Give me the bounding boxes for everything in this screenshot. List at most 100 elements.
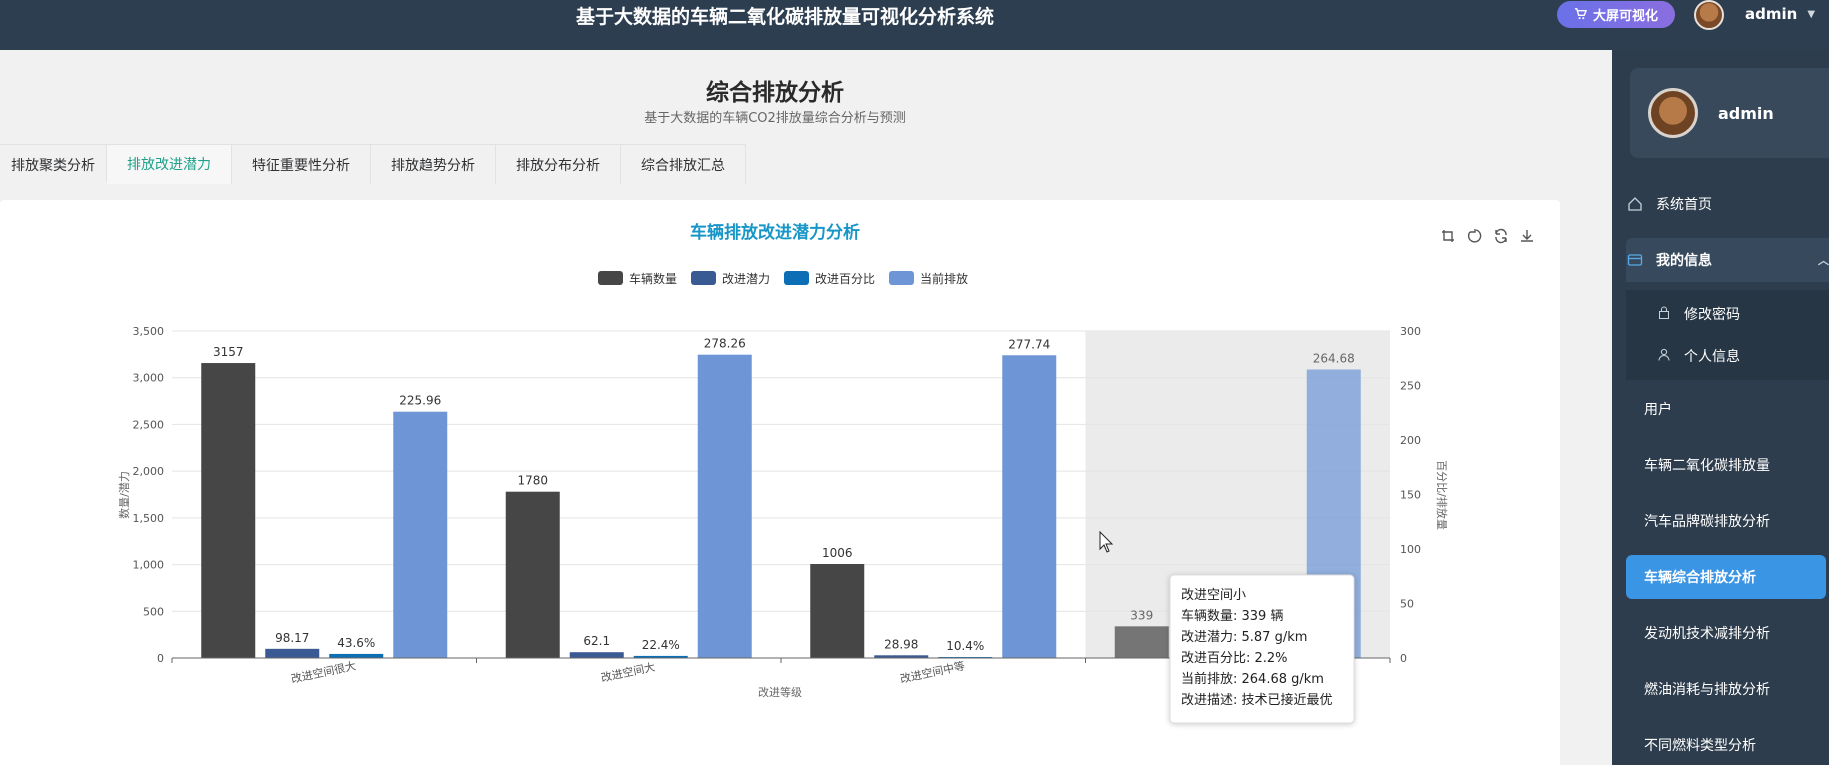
sidebar: admin 系统首页 我的信息 ︿ 修改密码 个人信息 用户 车辆二 [1612,50,1829,765]
legend-swatch [889,271,914,285]
y2-axis-label: 百分比/排放量 [1435,460,1449,530]
sidebar-item-fuel-type[interactable]: 不同燃料类型分析 [1626,723,1826,765]
sidebar-item-label: 系统首页 [1656,197,1712,213]
avatar[interactable] [1694,0,1724,30]
y-tick-label: 2,000 [133,465,165,478]
tab-summary[interactable]: 综合排放汇总 [620,144,746,184]
lock-icon [1658,306,1670,322]
bigscreen-label: 大屏可视化 [1592,8,1658,23]
tab-distribution[interactable]: 排放分布分析 [495,144,621,184]
profile-name: admin [1718,104,1774,123]
user-menu[interactable]: admin ▼ [1745,5,1815,23]
tab-trend[interactable]: 排放趋势分析 [370,144,496,184]
sidebar-item-label: 用户 [1644,402,1672,418]
bar [505,491,560,658]
legend-label: 当前排放 [920,271,968,286]
x-tick-label: 改进空间大 [600,660,657,685]
tab-improvement[interactable]: 排放改进潜力 [106,144,232,184]
tooltip-line: 改进潜力: 5.87 g/km [1181,630,1307,645]
chart-title: 车辆排放改进潜力分析 [690,222,860,243]
sidebar-item-home[interactable]: 系统首页 [1626,182,1826,226]
tab-feature-importance[interactable]: 特征重要性分析 [231,144,371,184]
data-label: 10.4% [946,639,984,653]
data-label: 264.68 [1313,351,1355,365]
user-icon [1658,348,1670,364]
sidebar-item-personal-info[interactable]: 个人信息 [1658,338,1740,374]
sidebar-item-engine-tech[interactable]: 发动机技术减排分析 [1626,611,1826,655]
username: admin [1745,5,1798,23]
sidebar-item-label: 我的信息 [1656,253,1712,269]
download-icon[interactable] [1521,230,1533,242]
data-label: 98.17 [275,631,309,645]
bar [633,655,688,658]
chevron-down-icon: ▼ [1807,8,1816,20]
sidebar-item-label: 修改密码 [1684,307,1740,323]
y-tick-label: 1,500 [133,512,165,525]
data-label: 1006 [822,546,853,560]
avatar [1648,88,1698,138]
sidebar-item-label: 汽车品牌碳排放分析 [1644,514,1770,530]
bar [874,655,929,658]
y2-tick-label: 200 [1400,434,1421,447]
download-icon-path [1521,230,1533,242]
tooltip-line: 车辆数量: 339 辆 [1181,608,1283,624]
top-header: 基于大数据的车辆二氧化碳排放量可视化分析系统 大屏可视化 admin ▼ [0,0,1829,50]
bigscreen-button[interactable]: 大屏可视化 [1557,1,1675,28]
data-label: 339 [1130,608,1153,622]
legend-swatch [691,271,716,285]
sidebar-item-label: 个人信息 [1684,349,1740,365]
bar [810,564,865,658]
y2-tick-label: 300 [1400,325,1421,338]
sidebar-item-label: 不同燃料类型分析 [1644,738,1756,754]
bar [393,411,448,658]
chevron-up-icon: ︿ [1818,254,1829,267]
x-tick-label: 改进空间很大 [290,658,357,685]
sidebar-submenu: 修改密码 个人信息 [1626,290,1829,380]
improvement-chart: 3157 98.17 43.6% 225.96 1780 62.1 22.4% 278.26 1… [117,222,1533,724]
y2-tick-label: 100 [1400,543,1421,556]
legend-label: 改进潜力 [722,272,770,286]
sidebar-item-fuel-consumption[interactable]: 燃油消耗与排放分析 [1626,667,1826,711]
legend-label: 车辆数量 [629,271,677,286]
chart-labels: 3157 98.17 43.6% 225.96 1780 62.1 22.4% 278.26 1… [213,337,1355,653]
bar [1114,626,1169,658]
sidebar-item-change-password[interactable]: 修改密码 [1658,296,1740,332]
data-label: 43.6% [337,636,375,650]
tooltip-line: 改进空间小 [1181,588,1246,603]
refresh-icon[interactable] [1495,228,1507,244]
sidebar-item-users[interactable]: 用户 [1626,387,1826,431]
legend-swatch [784,271,809,285]
zoom-reset-icon-path [1467,229,1482,243]
zoom-icon[interactable] [1442,230,1454,242]
tooltip-line: 改进描述: 技术已接近最优 [1181,692,1333,708]
tooltip-line: 改进百分比: 2.2% [1181,651,1288,666]
y2-tick-label: 150 [1400,489,1421,502]
data-label: 1780 [517,474,548,488]
sidebar-profile[interactable]: admin [1630,68,1829,158]
gridlines [172,330,1390,612]
sidebar-item-label: 发动机技术减排分析 [1644,626,1770,642]
data-label: 62.1 [583,634,610,648]
data-label: 277.74 [1008,337,1050,351]
sidebar-item-brand-analysis[interactable]: 汽车品牌碳排放分析 [1626,499,1826,543]
analysis-tabs: 排放聚类分析 排放改进潜力 特征重要性分析 排放趋势分析 排放分布分析 综合排放… [0,144,746,184]
system-title: 基于大数据的车辆二氧化碳排放量可视化分析系统 [575,6,994,28]
y2-tick-label: 0 [1400,652,1407,665]
sidebar-item-co2-emission[interactable]: 车辆二氧化碳排放量 [1626,443,1826,487]
data-label: 278.26 [704,337,746,351]
sidebar-item-label: 车辆二氧化碳排放量 [1644,458,1770,474]
tooltip-line: 当前排放: 264.68 g/km [1181,671,1324,687]
page-title: 综合排放分析 [706,80,844,106]
tab-cluster[interactable]: 排放聚类分析 [0,144,107,184]
sidebar-item-my-info[interactable]: 我的信息 ︿ [1626,238,1829,282]
y-axis-label: 数量/潜力 [117,471,131,519]
data-label: 225.96 [399,394,441,408]
page-subtitle: 基于大数据的车辆CO2排放量综合分析与预测 [644,111,906,126]
bar [1002,355,1057,658]
y2-tick-label: 50 [1400,598,1414,611]
zoom-reset-icon[interactable] [1467,229,1482,243]
y-tick-label: 2,500 [133,418,165,431]
cart-icon [1574,7,1588,23]
sidebar-item-comprehensive[interactable]: 车辆综合排放分析 [1626,555,1826,599]
